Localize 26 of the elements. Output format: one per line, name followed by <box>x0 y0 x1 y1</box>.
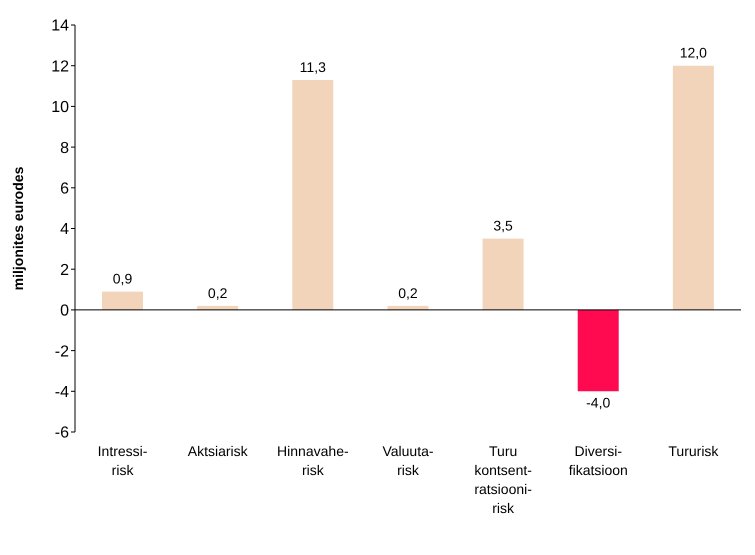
y-tick-label: 8 <box>60 140 70 157</box>
y-axis-title: miljonites eurodes <box>10 166 26 290</box>
y-tick-label: 0 <box>60 302 70 320</box>
data-label: 0,2 <box>398 284 418 301</box>
y-tick-label: -4 <box>54 384 70 401</box>
data-label: 3,5 <box>493 218 514 234</box>
data-label: 11,3 <box>300 58 326 75</box>
x-tick-label: Valuuta- risk <box>382 443 434 478</box>
x-tick-label: Tururisk <box>668 443 720 459</box>
data-label: 12,0 <box>680 44 708 61</box>
y-tick-label: -6 <box>54 424 70 442</box>
y-tick-label: 12 <box>51 58 70 76</box>
y-tick-label: 10 <box>51 99 70 116</box>
x-tick-label: Turu kontsent- ratsiooni- risk <box>474 443 532 516</box>
y-tick-label: -2 <box>54 343 70 360</box>
x-tick-label: Diversi- fikatsioon <box>568 443 628 478</box>
y-tick-label: 14 <box>51 18 70 35</box>
x-tick-label: Hinnavahe- risk <box>277 443 349 478</box>
y-tick-label: 6 <box>60 180 70 198</box>
y-tick-label: 4 <box>60 221 70 238</box>
data-label: 0,9 <box>112 270 132 287</box>
y-tick-label: 2 <box>60 262 70 279</box>
x-tick-label: Aktsiarisk <box>188 443 249 459</box>
data-label: -4,0 <box>586 394 610 410</box>
data-label: 0,2 <box>208 284 228 301</box>
x-tick-label: Intressi- risk <box>98 443 148 478</box>
